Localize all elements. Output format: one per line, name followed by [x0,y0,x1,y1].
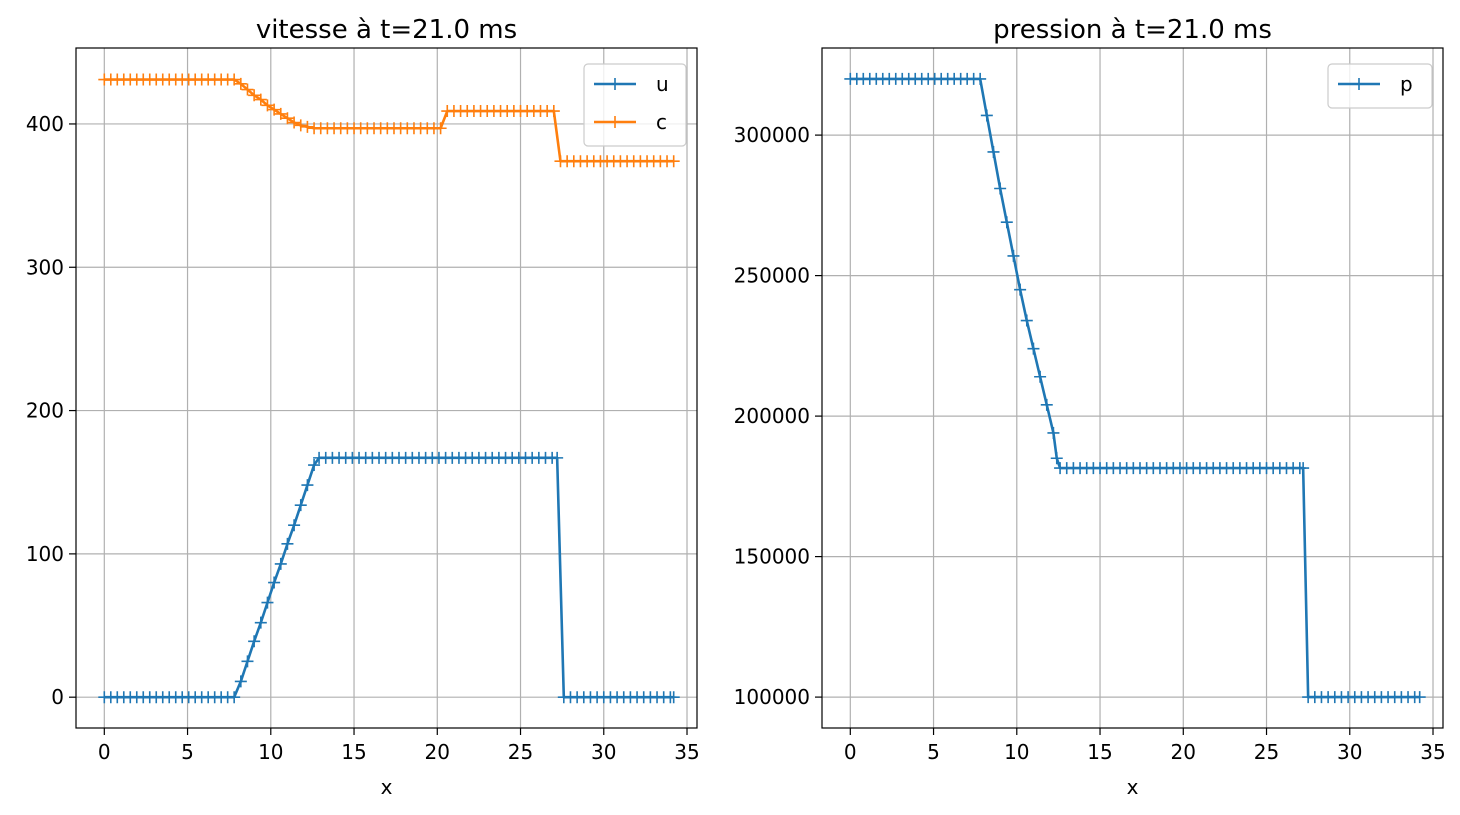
chart1-legend: uc [583,63,687,147]
chart2-legend-box [1327,63,1433,109]
chart1-series-u-point-30 [294,499,307,512]
chart1-series-u-point-28 [281,537,294,550]
chart1-series-c-point-86 [667,155,680,168]
chart1-series-c-point-29 [288,116,301,129]
chart1-series-c-point-25 [261,99,274,112]
chart1-xtick-label-30: 30 [591,740,616,764]
chart2-series-p-line [850,77,1420,699]
chart1-series-u-point-25 [261,596,274,609]
chart1-series-c-point-21 [234,77,247,90]
chart1-series-u-point-32 [308,459,321,472]
chart1-legend-box [583,63,687,147]
chart1-legend-label-c: c [656,110,667,134]
chart2-legend: p [1327,63,1433,109]
chart1-series-c-point-22 [241,83,254,96]
chart2-xtick-label-20: 20 [1171,740,1196,764]
chart1-series-u-point-27 [274,557,287,570]
chart2-xtick-label-10: 10 [1004,740,1029,764]
chart2-series-p-point-26 [1014,283,1027,296]
chart1-series-c-point-27 [274,107,287,120]
chart1-series-u-point-20 [228,691,241,704]
chart1-ytick-label-300: 300 [26,255,64,279]
chart2-ytick-label-100000: 100000 [734,685,810,709]
chart1-series-c-point-30 [294,119,307,132]
chart2-xtick-label-15: 15 [1087,740,1112,764]
chart1-series-c-point-26 [268,103,281,116]
chart2-xlabel: x [1127,775,1139,799]
chart1-ytick-label-200: 200 [26,399,64,423]
chart1-series-u-point-23 [248,635,261,648]
chart1-xtick-label-5: 5 [181,740,194,764]
chart1-series-c-point-23 [248,89,261,102]
chart1-series-u-point-24 [254,616,267,629]
chart2-series-p-point-31 [1047,426,1060,439]
chart2-series-p-point-88 [1413,691,1426,704]
chart2-series-p-point-24 [1000,216,1013,229]
chart1-series-u-line [104,456,674,699]
chart1-xtick-label-20: 20 [425,740,450,764]
chart2-series-p-point-30 [1040,398,1053,411]
chart2-series-p-point-21 [980,109,993,122]
chart2-xtick-label-5: 5 [927,740,940,764]
chart2-xtick-label-0: 0 [844,740,857,764]
chart1-series-c-point-51 [434,122,447,135]
chart2-series-p-point-23 [994,182,1007,195]
chart2-xtick-label-35: 35 [1420,740,1445,764]
chart2-legend-marker-p [1353,78,1365,90]
velocity-chart: 0 5 10 15 20 25 30 35 0 100 200 300 400 vitesse à t=2… [26,15,700,799]
chart2-ytick-label-150000: 150000 [734,545,810,569]
pressure-chart: 0 5 10 15 20 25 30 35 100000 150000 200000 250000 30… [734,15,1446,799]
chart2-series-p-point-20 [974,72,987,85]
chart1-series-u-point-87 [667,691,680,704]
chart1-series-c-point-20 [228,73,241,86]
chart1-series-u-point-29 [288,519,301,532]
chart1-xtick-label-35: 35 [674,740,699,764]
chart1-ytick-label-100: 100 [26,542,64,566]
chart1-ytick-label-0: 0 [51,685,64,709]
chart2-plot-frame [821,47,1444,729]
chart1-series-u-point-21 [234,675,247,688]
chart2-ytick-label-250000: 250000 [734,264,810,288]
chart1-xtick-label-10: 10 [258,740,283,764]
chart1-series-c-point-28 [281,112,294,125]
chart2-xtick-label-30: 30 [1337,740,1362,764]
chart2-series-p-point-32 [1050,452,1063,465]
chart1-series-u-point-26 [268,576,281,589]
chart2-series-p-point-27 [1020,314,1033,327]
chart2-xtick-label-25: 25 [1254,740,1279,764]
chart1-xtick-label-25: 25 [508,740,533,764]
chart2-title: pression à t=21.0 ms [993,15,1272,45]
chart1-xtick-label-0: 0 [98,740,111,764]
chart1-legend-marker-c [609,116,621,128]
chart2-ytick-label-300000: 300000 [734,123,810,147]
chart2-series-p-point-22 [987,145,1000,158]
chart1-title: vitesse à t=21.0 ms [256,15,517,45]
chart2-series-p-point-25 [1007,249,1020,262]
chart1-legend-marker-u [609,78,621,90]
chart1-series-c-point-68 [547,105,560,118]
chart2-ytick-label-200000: 200000 [734,404,810,428]
chart1-series-c-point-31 [301,120,314,133]
chart1-series-u-point-31 [301,479,314,492]
chart2-series-p-point-70 [1297,462,1310,475]
chart2-legend-label-p: p [1400,72,1413,96]
chart1-ytick-label-400: 400 [26,112,64,136]
chart1-series-u-point-22 [241,655,254,668]
chart2-series-p-point-28 [1027,342,1040,355]
chart1-xlabel: x [381,775,393,799]
chart2-series-p-point-29 [1034,370,1047,383]
chart1-legend-label-u: u [656,72,669,96]
chart1-series-c-point-24 [254,93,267,106]
chart1-series-u-point-69 [551,451,564,464]
chart1-plot-frame [75,47,698,729]
chart1-xtick-label-15: 15 [341,740,366,764]
